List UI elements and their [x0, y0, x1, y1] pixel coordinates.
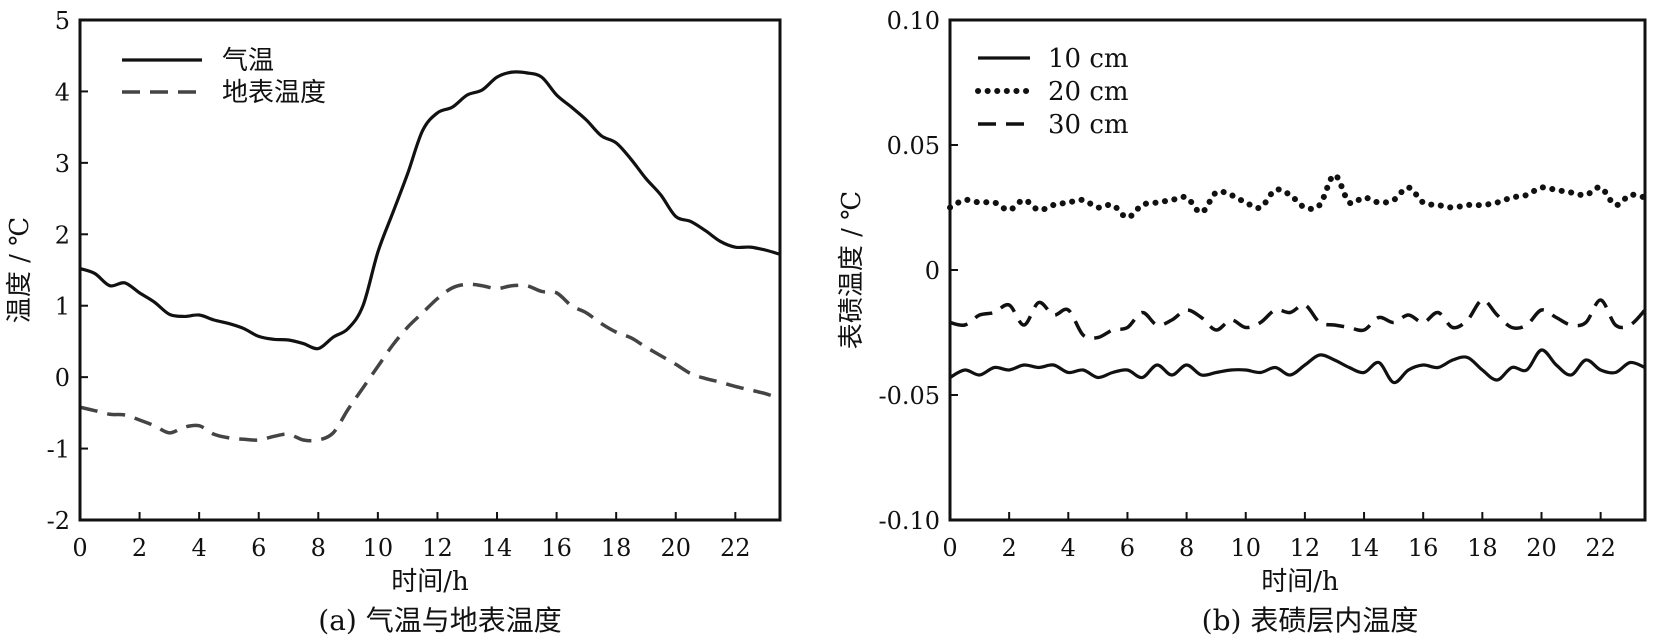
- chart-b-x-tick-label: 16: [1408, 534, 1439, 562]
- chart-b-series-line-2: [947, 172, 1648, 221]
- chart-b-x-tick-label: 14: [1349, 534, 1380, 562]
- chart-b-x-tick-label: 4: [1061, 534, 1076, 562]
- chart-a-y-tick-label: 4: [55, 78, 70, 106]
- chart-b-x-tick-label: 20: [1526, 534, 1557, 562]
- chart-a-x-tick-label: 2: [132, 534, 147, 562]
- chart-a-series-layer: [79, 70, 781, 443]
- chart-a-series-line-2: [79, 282, 781, 443]
- chart-a-y-tick-label: 1: [55, 293, 70, 321]
- chart-a-legend-label-1: 气温: [222, 46, 274, 76]
- chart-a-y-tick-label: -2: [47, 507, 70, 535]
- chart-b-caption: (b) 表碛层内温度: [1202, 604, 1419, 637]
- chart-b-series-line-3: [949, 298, 1647, 341]
- chart-b-y-tick-label: 0.10: [887, 7, 940, 35]
- chart-b-x-tick-label: 12: [1290, 534, 1321, 562]
- chart-b-y-tick-label: -0.05: [878, 382, 940, 410]
- chart-b-x-axis-label: 时间/h: [1261, 567, 1339, 597]
- chart-a-plot-frame: [78, 18, 782, 522]
- chart-b-x-tick-label: 18: [1467, 534, 1498, 562]
- chart-a-x-tick-label: 6: [251, 534, 266, 562]
- chart-b-y-tick-label: 0.05: [887, 132, 940, 160]
- chart-a-y-axis-label: 温度 / ℃: [5, 217, 35, 323]
- chart-a-legend-label-2: 地表温度: [222, 78, 326, 108]
- chart-b-legend-label-2: 20 cm: [1048, 77, 1129, 107]
- chart-a-series-line-1: [79, 70, 781, 351]
- chart-b-x-tick-label: 6: [1120, 534, 1135, 562]
- chart-b-series-layer: [947, 172, 1648, 385]
- chart-b-x-tick-label: 0: [942, 534, 957, 562]
- chart-a-y-tick-label: 3: [55, 150, 70, 178]
- chart-panel-b: 0 2 4 6 8 10 12 14 16 18 20 22 -0.10 -0.05 0 0.05 0.10 表…: [837, 7, 1648, 637]
- chart-a-x-tick-label: 12: [422, 534, 453, 562]
- chart-a-x-tick-label: 8: [311, 534, 326, 562]
- chart-b-legend-label-3: 30 cm: [1048, 110, 1129, 140]
- chart-a-x-tick-label: 22: [720, 534, 751, 562]
- chart-a-x-tick-label: 10: [363, 534, 394, 562]
- chart-b-y-tick-label: -0.10: [878, 507, 940, 535]
- chart-b-series-line-1: [949, 348, 1646, 385]
- chart-a-y-tick-label: 2: [55, 221, 70, 249]
- chart-a-x-axis-label: 时间/h: [391, 567, 469, 597]
- chart-a-y-tick-label: 0: [55, 364, 70, 392]
- chart-a-x-tick-label: 16: [541, 534, 572, 562]
- chart-b-legend-label-1: 10 cm: [1048, 44, 1129, 74]
- chart-b-ticks-layer: 0 2 4 6 8 10 12 14 16 18 20 22 -0.10 -0.05 0 0.05 0.10: [878, 7, 1615, 562]
- chart-a-x-tick-label: 20: [660, 534, 691, 562]
- chart-a-x-tick-label: 0: [72, 534, 87, 562]
- chart-b-x-tick-label: 2: [1002, 534, 1017, 562]
- chart-b-x-tick-label: 8: [1179, 534, 1194, 562]
- chart-a-y-tick-label: -1: [47, 436, 70, 464]
- chart-b-y-axis-label: 表碛温度 / ℃: [837, 191, 867, 349]
- chart-a-caption: (a) 气温与地表温度: [318, 604, 561, 637]
- chart-a-y-tick-label: 5: [55, 7, 70, 35]
- chart-b-x-tick-label: 22: [1585, 534, 1616, 562]
- chart-b-x-tick-label: 10: [1230, 534, 1261, 562]
- chart-a-x-tick-label: 4: [192, 534, 207, 562]
- chart-a-x-tick-label: 14: [482, 534, 513, 562]
- chart-a-x-tick-label: 18: [601, 534, 632, 562]
- chart-b-y-tick-label: 0: [925, 257, 940, 285]
